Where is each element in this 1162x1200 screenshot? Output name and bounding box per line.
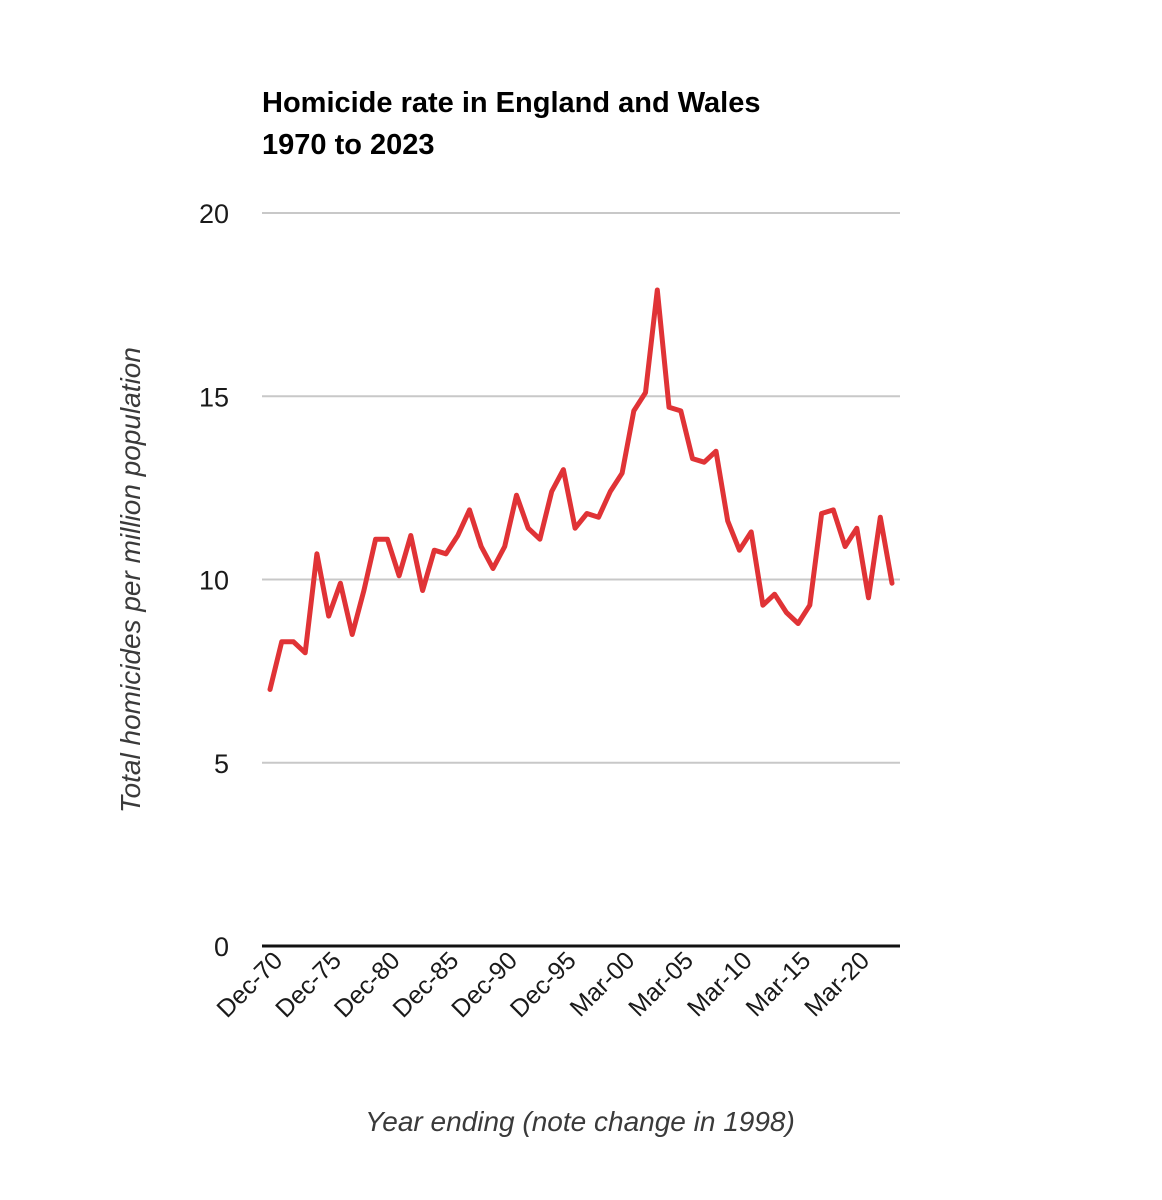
x-tick-label: Mar-05 (623, 946, 699, 1022)
x-axis-ticks: Dec-70Dec-75Dec-80Dec-85Dec-90Dec-95Mar-… (211, 946, 875, 1023)
x-tick-label: Dec-75 (270, 946, 347, 1023)
x-tick-label: Mar-10 (682, 946, 758, 1022)
y-axis-title: Total homicides per million population (115, 347, 146, 813)
y-tick-label: 5 (214, 749, 229, 779)
y-tick-label: 15 (199, 382, 229, 412)
x-tick-label: Dec-85 (387, 946, 464, 1023)
x-tick-label: Mar-00 (565, 946, 641, 1022)
x-tick-label: Mar-15 (741, 946, 817, 1022)
chart-title: Homicide rate in England and Wales 1970 … (262, 87, 760, 161)
y-tick-label: 10 (199, 566, 229, 596)
y-tick-label: 0 (214, 932, 229, 962)
series-layer (267, 287, 895, 692)
x-axis-title: Year ending (note change in 1998) (365, 1106, 795, 1137)
x-tick-label: Dec-80 (329, 946, 406, 1023)
x-tick-label: Mar-20 (799, 946, 875, 1022)
y-axis-ticks: 0 5 10 15 20 (199, 199, 229, 962)
chart-title-line-2: 1970 to 2023 (262, 129, 435, 161)
gridlines (262, 212, 900, 948)
y-tick-label: 20 (199, 199, 229, 229)
chart-title-line-1: Homicide rate in England and Wales (262, 87, 760, 119)
x-tick-label: Dec-95 (505, 946, 582, 1023)
series-line (267, 287, 895, 692)
x-tick-label: Dec-90 (446, 946, 523, 1023)
